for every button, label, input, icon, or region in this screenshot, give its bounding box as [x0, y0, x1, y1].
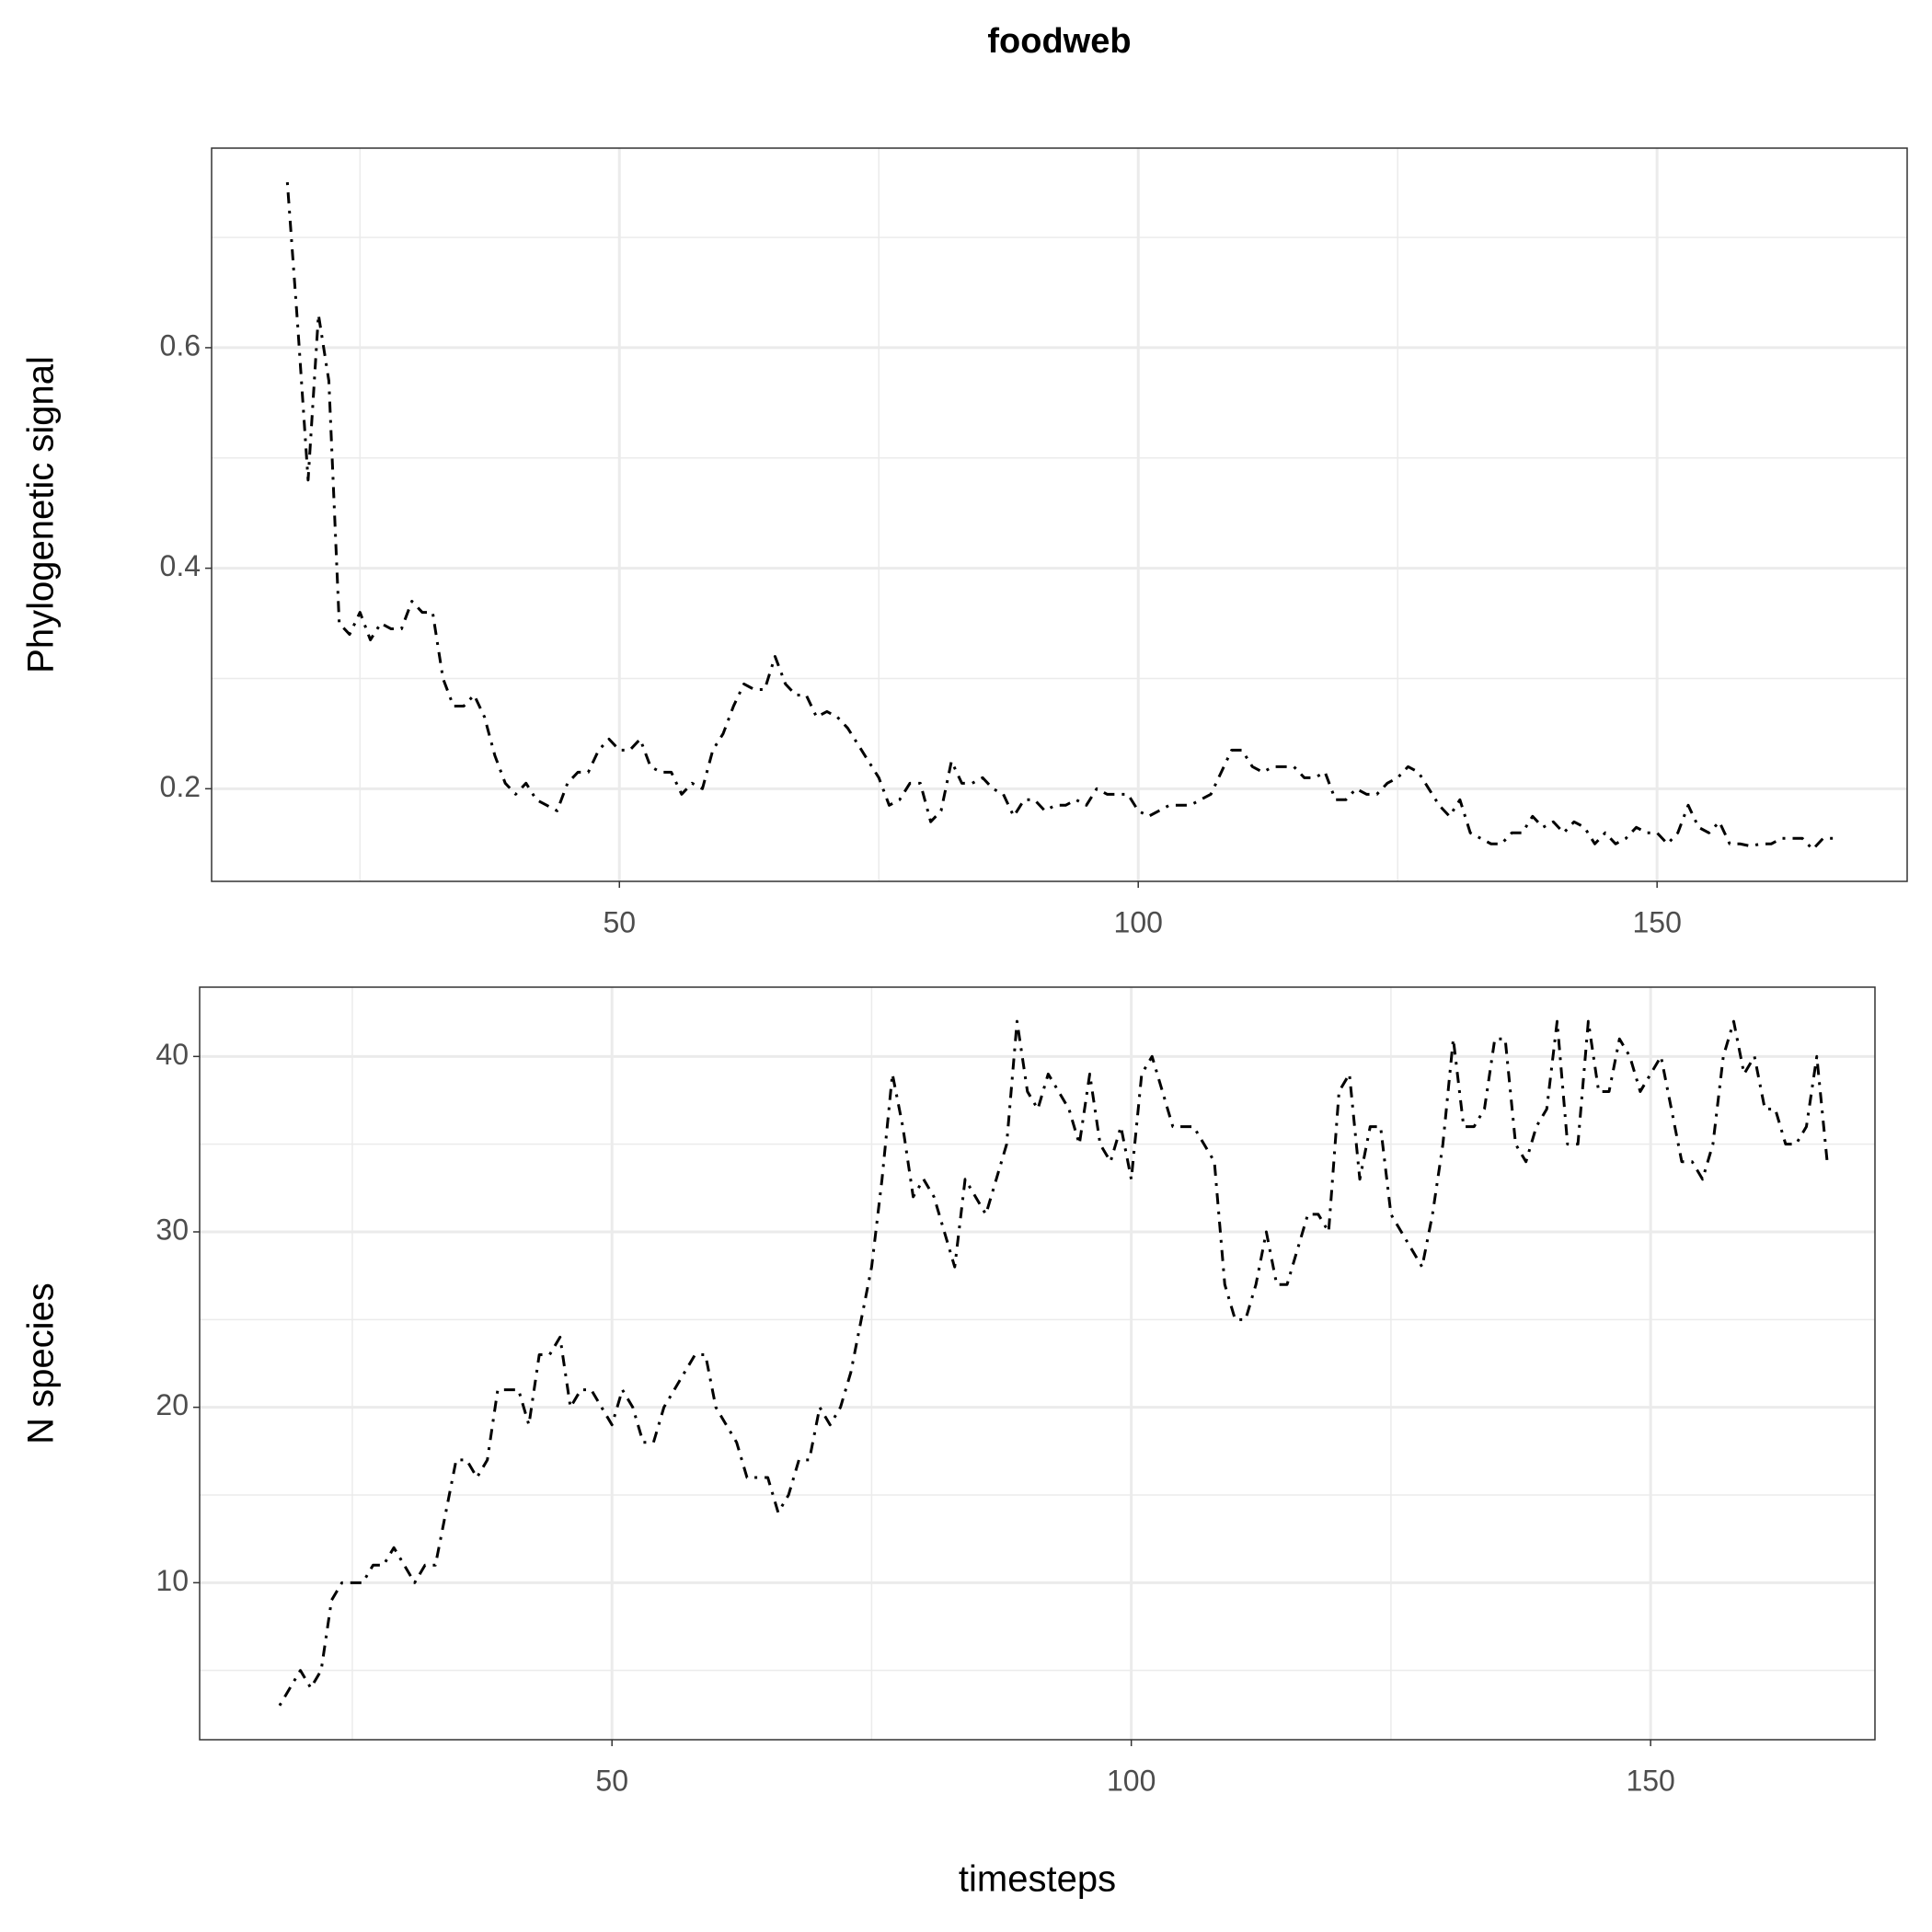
- panel-border: [211, 147, 1908, 882]
- y-tick-label: 10: [155, 1564, 189, 1597]
- y-tick-label: 40: [155, 1038, 189, 1071]
- y-tick-label: 20: [155, 1388, 189, 1421]
- chart-title: foodweb: [987, 22, 1131, 61]
- y-axis-title: Phylogenetic signal: [21, 356, 62, 673]
- x-tick-label: 50: [603, 905, 636, 938]
- x-tick-label: 100: [1107, 1764, 1156, 1797]
- panel: [200, 987, 1875, 1740]
- y-tick-label: 30: [155, 1213, 189, 1246]
- x-tick-label: 50: [595, 1764, 628, 1797]
- panel-border: [199, 986, 1876, 1741]
- y-tick-label: 0.6: [160, 328, 201, 362]
- x-tick-label: 100: [1114, 905, 1163, 938]
- y-tick-label: 0.2: [160, 770, 201, 803]
- y-axis-title: N species: [21, 1282, 62, 1444]
- y-tick-label: 0.4: [160, 549, 201, 582]
- data-line: [285, 182, 1834, 851]
- x-tick-label: 150: [1626, 1764, 1674, 1797]
- panel: [212, 148, 1907, 881]
- x-tick-label: 150: [1632, 905, 1681, 938]
- x-axis-title: timesteps: [959, 1859, 1116, 1900]
